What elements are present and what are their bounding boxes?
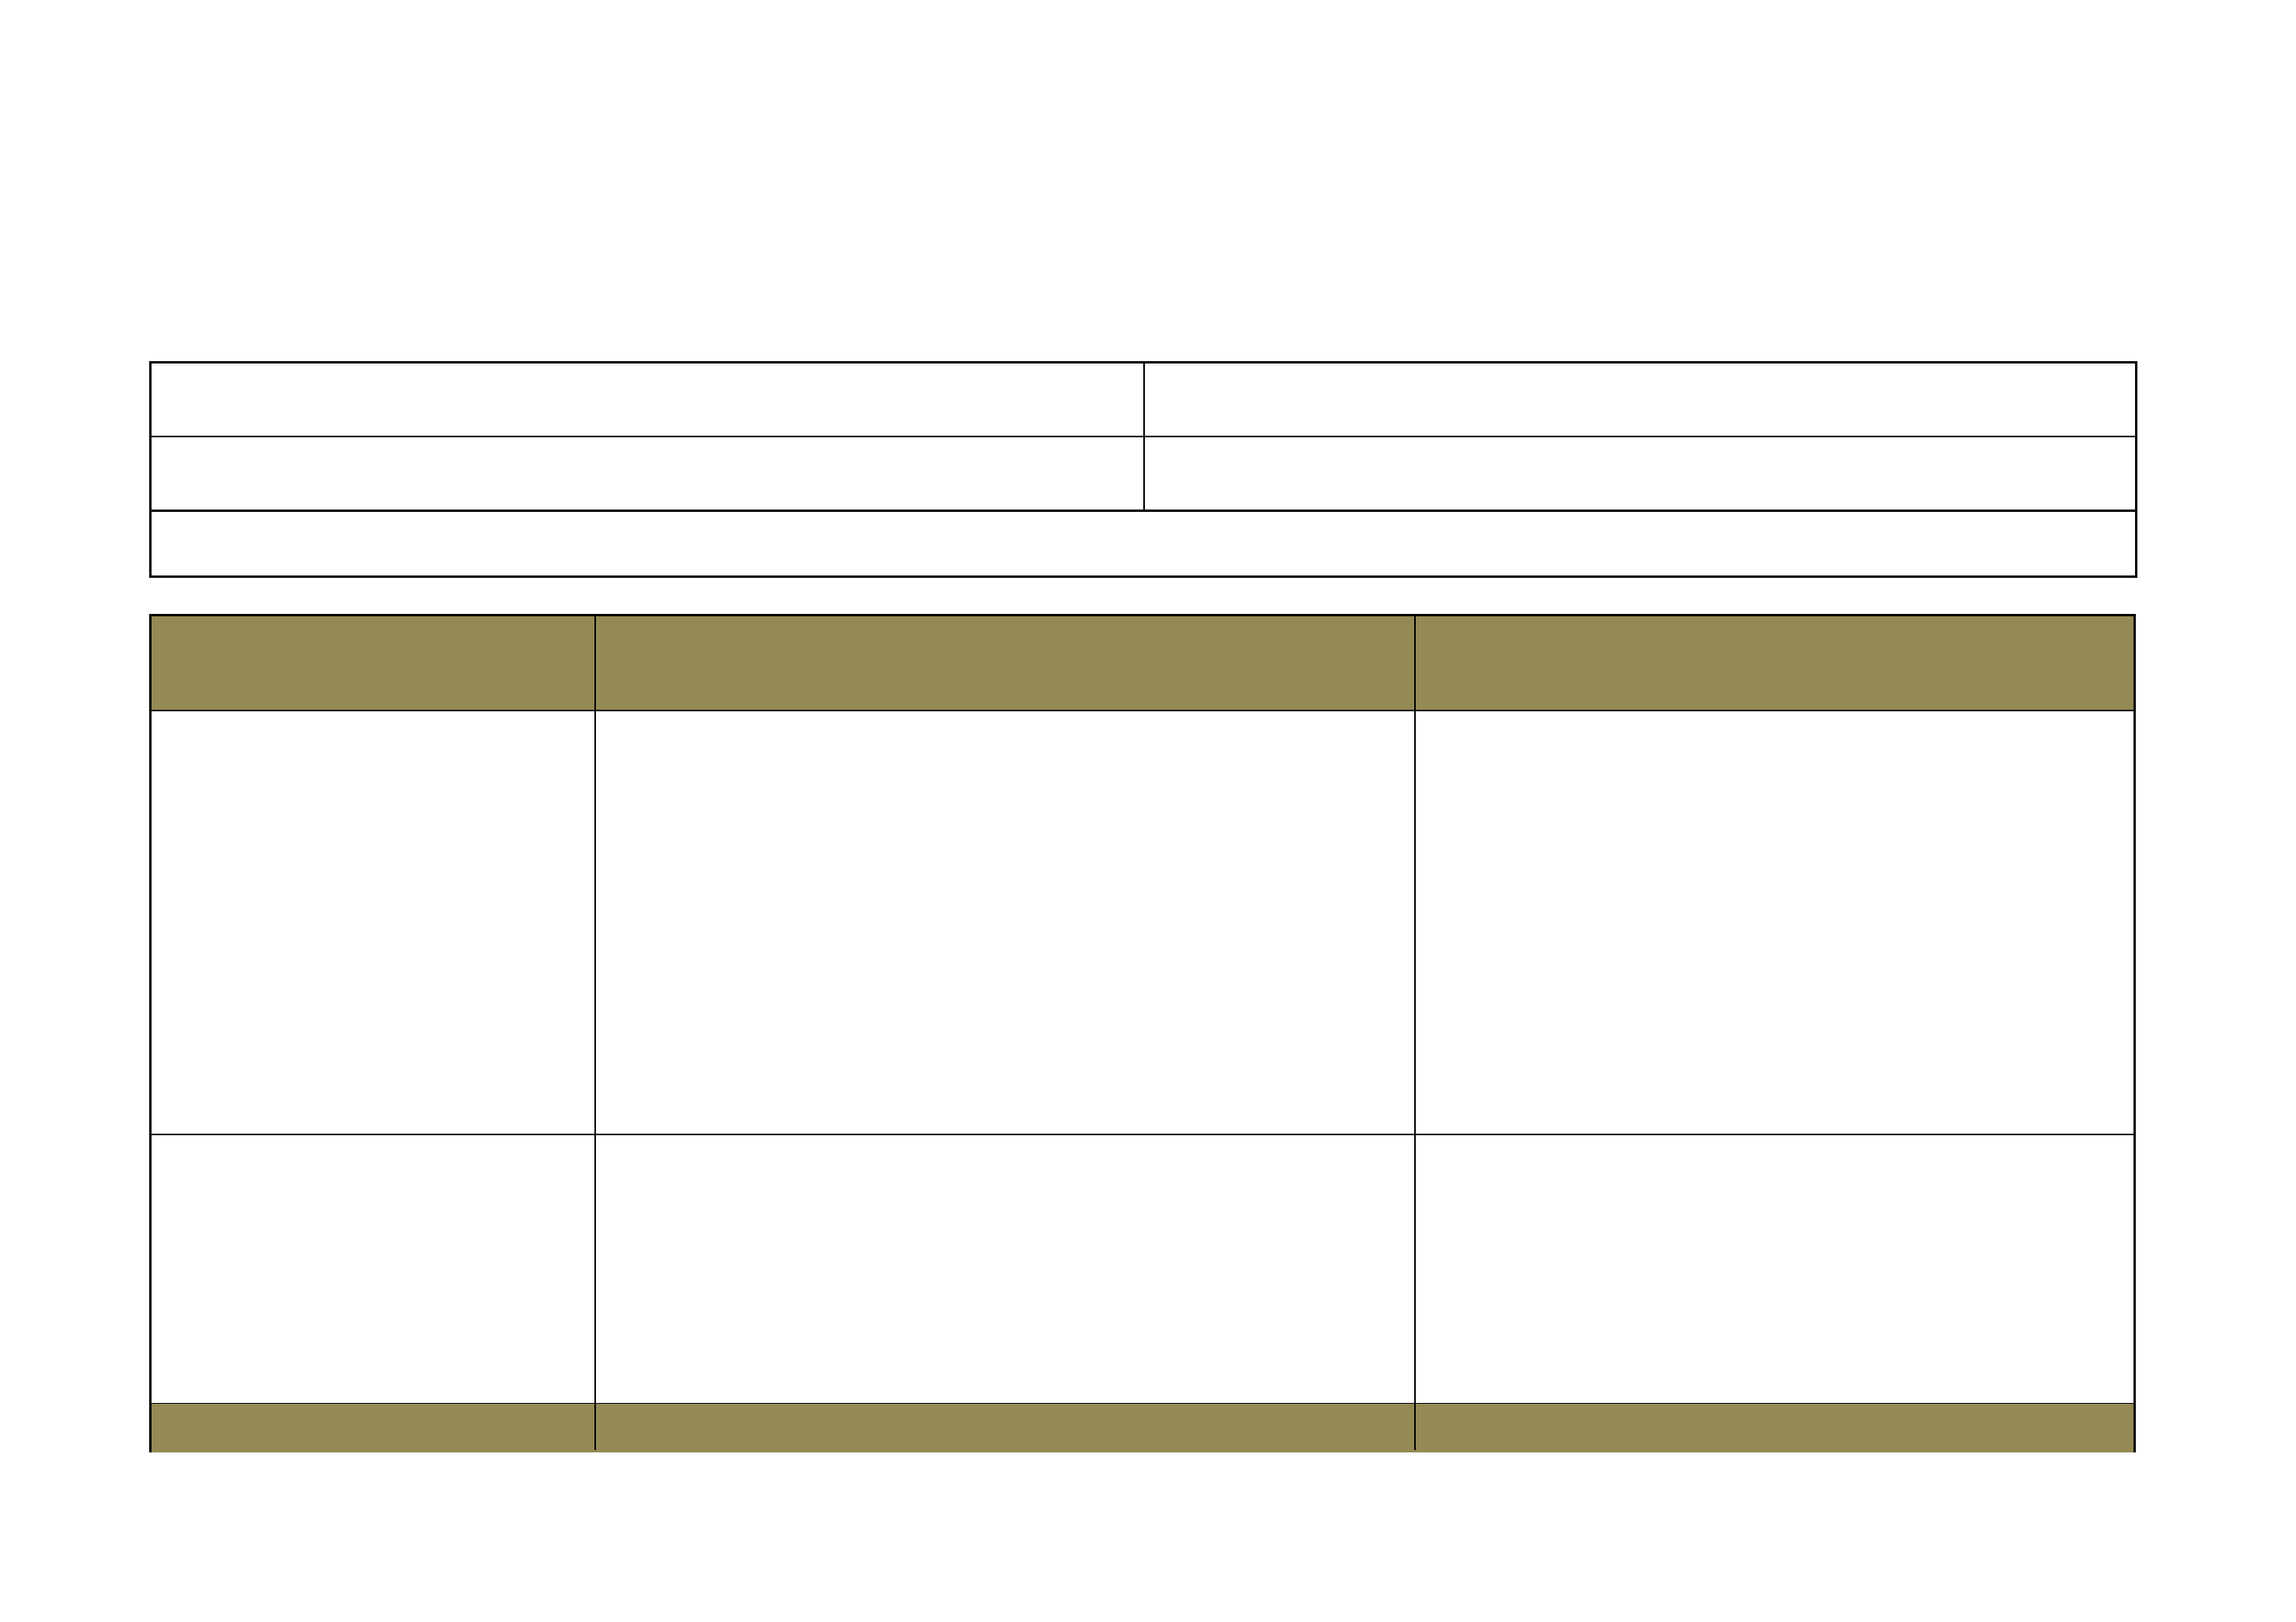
header-cell: [152, 616, 594, 710]
column-divider: [594, 616, 596, 1450]
info-cell[interactable]: [1145, 437, 2135, 510]
info-cell-wide[interactable]: [152, 512, 2135, 575]
table-cell[interactable]: [152, 1135, 594, 1403]
table-cell[interactable]: [596, 1135, 1414, 1403]
info-cell[interactable]: [152, 437, 1143, 510]
footer-cell: [152, 1404, 594, 1451]
table-cell[interactable]: [1416, 711, 2133, 1134]
row-divider: [152, 710, 2133, 711]
column-divider: [1143, 363, 1145, 510]
header-cell: [1416, 616, 2133, 710]
footer-cell: [1416, 1404, 2133, 1451]
header-row: [152, 616, 2133, 710]
table-cell[interactable]: [1416, 1135, 2133, 1403]
column-divider: [1414, 616, 1416, 1450]
main-table: [149, 614, 2136, 1452]
row-divider: [152, 1403, 2133, 1404]
info-cell[interactable]: [1145, 363, 2135, 436]
footer-row: [152, 1404, 2133, 1452]
info-table: [149, 361, 2137, 578]
header-cell: [596, 616, 1414, 710]
footer-cell: [596, 1404, 1414, 1451]
info-cell[interactable]: [152, 363, 1143, 436]
table-cell[interactable]: [596, 711, 1414, 1134]
row-divider: [152, 1134, 2133, 1135]
row-divider: [152, 510, 2135, 512]
table-cell[interactable]: [152, 711, 594, 1134]
